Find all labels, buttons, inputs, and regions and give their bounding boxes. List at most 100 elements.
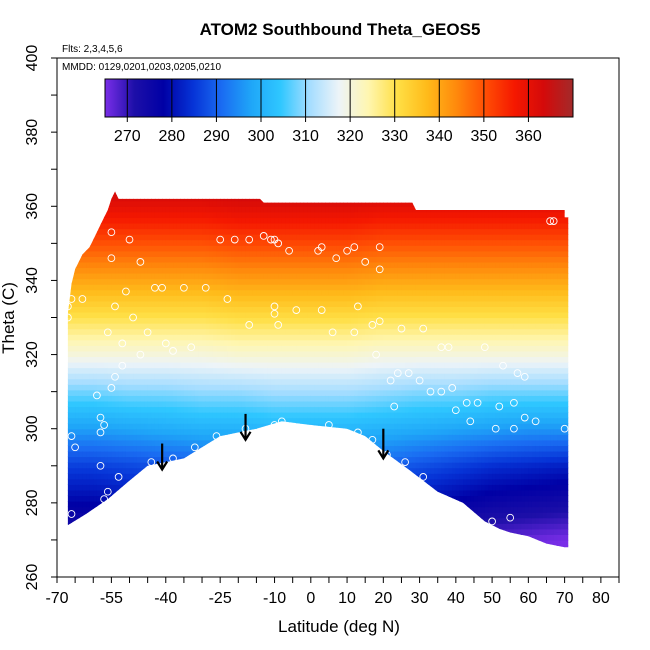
curtain-cell	[100, 545, 105, 548]
curtain-cell	[234, 334, 239, 341]
curtain-cell	[238, 517, 243, 524]
curtain-cell	[147, 284, 152, 291]
curtain-cell	[140, 284, 145, 291]
curtain-cell	[93, 184, 97, 190]
curtain-cell	[292, 228, 297, 235]
curtain-cell	[180, 423, 185, 430]
curtain-cell	[180, 501, 185, 508]
curtain-cell	[220, 195, 225, 202]
curtain-cell	[307, 406, 312, 413]
curtain-cell	[227, 350, 232, 358]
curtain-cell	[321, 501, 326, 508]
curtain-cell	[125, 517, 131, 524]
curtain-cell	[151, 323, 156, 330]
curtain-cell	[238, 423, 243, 430]
curtain-cell	[263, 484, 268, 491]
curtain-cell	[122, 261, 127, 269]
curtain-cell	[93, 311, 98, 319]
curtain-cell	[314, 400, 319, 408]
curtain-cell	[314, 289, 319, 296]
curtain-cell	[93, 439, 98, 446]
curtain-cell	[158, 434, 163, 441]
curtain-cell	[209, 361, 214, 369]
curtain-cell	[307, 317, 312, 324]
curtain-cell	[256, 539, 261, 547]
curtain-cell	[93, 389, 98, 396]
curtain-cell	[173, 395, 178, 402]
curtain-cell	[147, 450, 152, 458]
curtain-cell	[282, 551, 286, 557]
curtain-cell	[129, 267, 134, 274]
curtain-cell	[223, 506, 229, 513]
curtain-cell	[325, 445, 330, 452]
curtain-cell	[299, 311, 305, 319]
curtain-cell	[234, 228, 239, 235]
curtain-cell	[205, 528, 210, 535]
curtain-cell	[100, 489, 105, 497]
curtain-cell	[241, 245, 247, 252]
curtain-cell	[292, 350, 297, 358]
curtain-cell	[96, 267, 102, 274]
curtain-cell	[234, 261, 239, 269]
curtain-cell	[183, 261, 189, 269]
curtain-cell	[115, 384, 120, 391]
curtain-cell	[285, 191, 290, 196]
curtain-cell	[198, 484, 203, 491]
curtain-cell	[75, 539, 80, 547]
curtain-cell	[97, 551, 101, 557]
curtain-cell	[234, 211, 239, 219]
curtain-cell	[209, 551, 213, 557]
curtain-cell	[227, 400, 232, 408]
curtain-cell	[71, 389, 76, 396]
curtain-cell	[136, 467, 141, 474]
curtain-cell	[212, 356, 218, 363]
curtain-cell	[274, 211, 279, 219]
curtain-cell	[270, 439, 276, 446]
curtain-cell	[100, 228, 105, 235]
curtain-cell	[122, 184, 126, 190]
curtain-cell	[245, 317, 250, 324]
curtain-cell	[274, 434, 279, 441]
curtain-cell	[270, 523, 276, 530]
curtain-cell	[173, 217, 178, 224]
curtain-cell	[136, 406, 141, 413]
curtain-cell	[144, 261, 149, 269]
curtain-cell	[241, 195, 247, 202]
curtain-cell	[220, 400, 225, 408]
curtain-cell	[209, 417, 214, 424]
curtain-cell	[125, 417, 131, 424]
curtain-cell	[144, 428, 149, 435]
curtain-cell	[263, 395, 268, 402]
curtain-cell	[162, 195, 167, 202]
curtain-cell	[216, 339, 221, 346]
curtain-cell	[274, 450, 279, 458]
curtain-cell	[129, 245, 134, 252]
curtain-cell	[267, 200, 272, 207]
curtain-cell	[67, 445, 73, 452]
curtain-cell	[125, 545, 131, 548]
curtain-cell	[158, 278, 163, 285]
curtain-cell	[187, 495, 192, 502]
curtain-cell	[194, 395, 200, 402]
curtain-cell	[173, 517, 178, 524]
curtain-cell	[285, 445, 290, 452]
curtain-cell	[314, 539, 319, 547]
curtain-cell	[82, 328, 87, 335]
curtain-cell	[278, 278, 283, 285]
curtain-cell	[67, 412, 73, 419]
curtain-cell	[82, 545, 87, 548]
curtain-cell	[314, 211, 319, 219]
curtain-cell	[205, 261, 210, 269]
curtain-cell	[321, 384, 326, 391]
curtain-cell	[173, 200, 178, 207]
curtain-cell	[241, 473, 247, 480]
curtain-cell	[78, 356, 83, 363]
curtain-cell	[289, 462, 294, 469]
curtain-cell	[249, 400, 254, 408]
curtain-cell	[100, 334, 105, 341]
curtain-cell	[202, 239, 207, 246]
curtain-cell	[147, 400, 152, 408]
curtain-cell	[96, 400, 102, 408]
curtain-cell	[75, 289, 80, 296]
curtain-cell	[292, 273, 297, 280]
